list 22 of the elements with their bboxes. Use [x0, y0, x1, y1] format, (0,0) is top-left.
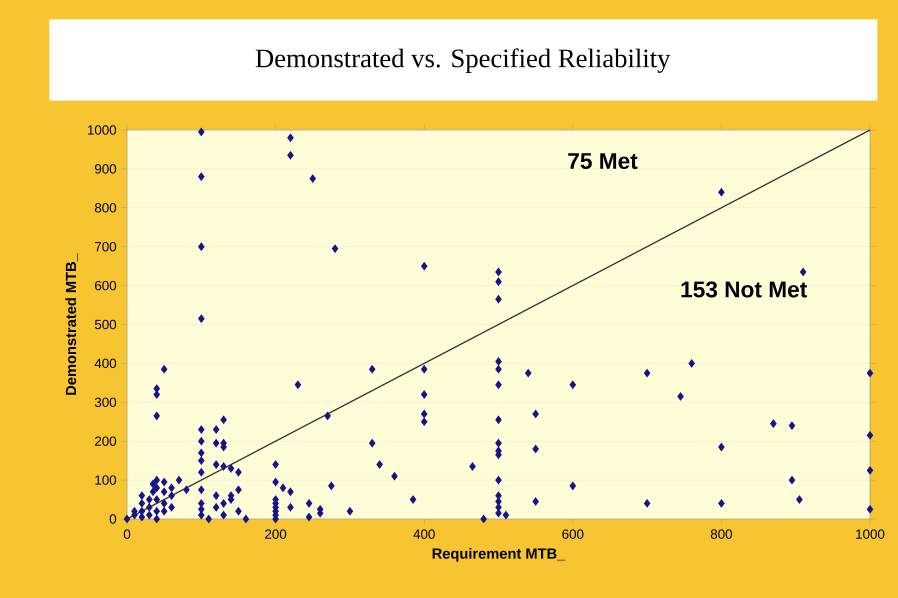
- y-axis-title: Demonstrated MTB_: [65, 253, 78, 395]
- y-tick-label: 0: [110, 514, 116, 524]
- y-tick-label: 900: [94, 164, 116, 174]
- y-tick-label: 700: [95, 242, 116, 252]
- y-tick-label: 100: [95, 475, 116, 485]
- x-tick-label: 0: [124, 529, 130, 539]
- y-tick-label: 300: [94, 398, 116, 407]
- chart-title: Demonstrated vs. Specified Reliability: [256, 48, 670, 73]
- x-tick-label: 200: [265, 529, 286, 539]
- y-tick-label: 800: [94, 203, 116, 212]
- y-tick-label: 400: [94, 358, 116, 368]
- y-tick-label: 1000: [88, 125, 116, 135]
- y-tick-label: 200: [95, 436, 116, 446]
- x-tick-label: 1000: [856, 529, 884, 539]
- x-tick-label: 400: [413, 529, 435, 539]
- y-tick-label: 500: [94, 320, 116, 330]
- y-tick-label: 600: [95, 280, 116, 290]
- x-tick-label: 800: [710, 529, 732, 539]
- x-axis-title: Requirement MTB_: [432, 548, 566, 562]
- x-tick-label: 600: [562, 529, 584, 539]
- annotation: 75 Met: [568, 153, 638, 170]
- annotation: 153 Not Met: [682, 281, 807, 298]
